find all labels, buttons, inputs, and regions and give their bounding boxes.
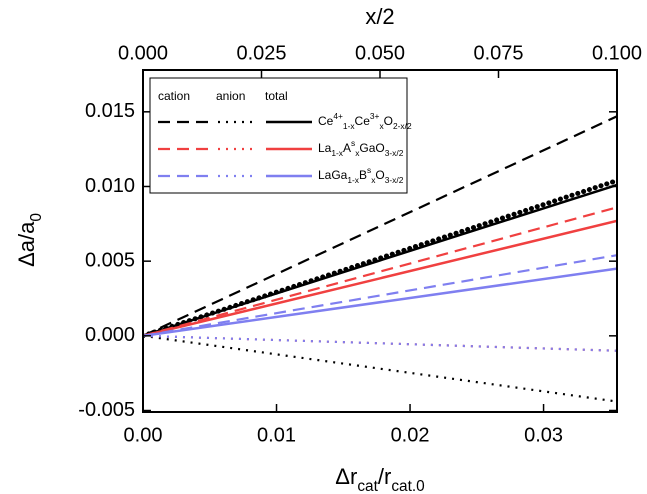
series-line xyxy=(143,183,617,338)
label-part: /r xyxy=(378,464,391,489)
x-tick-label: 0.03 xyxy=(524,424,563,446)
label-part: B xyxy=(359,168,367,182)
y-tick-label: 0.000 xyxy=(85,324,135,346)
x2-tick-label: 0.075 xyxy=(473,42,523,64)
series-line xyxy=(143,115,617,337)
label-part: La xyxy=(318,141,332,155)
series-line xyxy=(143,254,617,337)
x2-axis-title: x/2 xyxy=(365,4,394,29)
label-part: Δr xyxy=(335,464,357,489)
label-part: x xyxy=(371,175,376,185)
label-part: GaO xyxy=(359,141,384,155)
legend-label: Ce4+1-xCe3+xO2-x/2 xyxy=(318,111,412,131)
label-part: A xyxy=(343,141,351,155)
y-tick-label: 0.015 xyxy=(85,100,135,122)
label-part: 1-x xyxy=(347,175,359,185)
label-part: cat xyxy=(357,478,378,494)
label-part: 3+ xyxy=(370,111,380,121)
series-line xyxy=(143,267,617,338)
y-tick-label: -0.005 xyxy=(78,399,135,421)
x-tick-label: 0.01 xyxy=(257,424,296,446)
y-axis-title: Δa/a0 xyxy=(14,213,45,267)
label-part: 1-x xyxy=(331,148,343,158)
label-part: x xyxy=(355,148,360,158)
legend-header: total xyxy=(265,89,288,103)
label-part: s xyxy=(367,165,371,175)
label-part: 4+ xyxy=(333,111,343,121)
label-part: O xyxy=(384,114,393,128)
label-part: 2-x/2 xyxy=(393,121,412,131)
series-line xyxy=(143,219,617,338)
x2-tick-label: 0.100 xyxy=(592,42,642,64)
label-part: Ce xyxy=(318,114,334,128)
label-part: Δa/a xyxy=(14,221,39,267)
x2-tick-label: 0.000 xyxy=(118,42,168,64)
x2-tick-label: 0.050 xyxy=(355,42,405,64)
label-part: O xyxy=(375,168,384,182)
legend-box xyxy=(149,77,408,194)
legend-label: La1-xAsxGaO3-x/2 xyxy=(318,138,404,158)
series-line xyxy=(143,206,617,337)
label-part: 0 xyxy=(28,213,45,222)
y-tick-label: 0.005 xyxy=(85,249,135,271)
x-tick-label: 0.02 xyxy=(391,424,430,446)
x-tick-label: 0.00 xyxy=(124,424,163,446)
label-part: cat.0 xyxy=(391,478,424,494)
label-part: 3-x/2 xyxy=(385,175,404,185)
label-part: s xyxy=(351,138,355,148)
label-part: Ce xyxy=(355,114,371,128)
series-line xyxy=(143,178,617,339)
label-part: LaGa xyxy=(318,168,348,182)
legend-header: anion xyxy=(216,89,245,103)
legend-label: LaGa1-xBsxO3-x/2 xyxy=(318,165,404,185)
x-axis-title: Δrcat/rcat.0 xyxy=(335,464,424,494)
label-part: 3-x/2 xyxy=(385,148,404,158)
legend-header: cation xyxy=(158,89,190,103)
label-part: x xyxy=(379,121,384,131)
x2-tick-label: 0.025 xyxy=(236,42,286,64)
y-tick-label: 0.010 xyxy=(85,175,135,197)
label-part: 1-x xyxy=(343,121,355,131)
